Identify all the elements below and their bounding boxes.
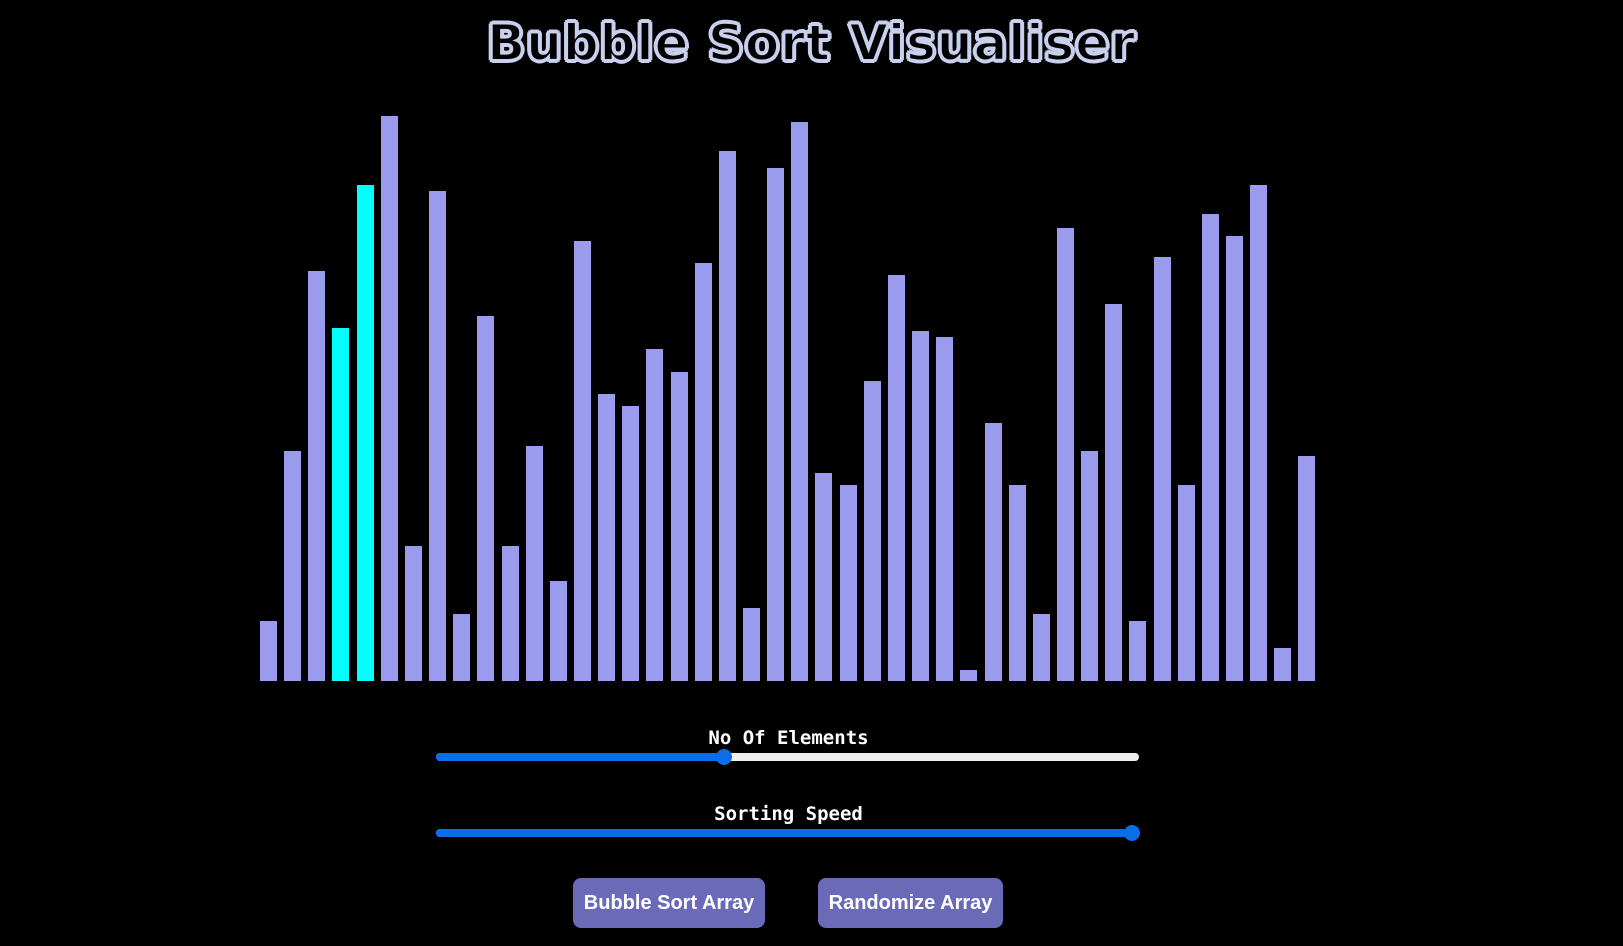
array-bar xyxy=(573,241,591,681)
randomize-array-button[interactable]: Randomize Array xyxy=(818,878,1003,928)
array-bar xyxy=(308,271,326,681)
array-bar-active xyxy=(356,185,374,681)
array-bar xyxy=(670,372,688,681)
array-bar xyxy=(1081,451,1099,681)
array-bar xyxy=(404,546,422,681)
array-bar xyxy=(718,151,736,681)
array-bar xyxy=(767,168,785,681)
array-bar xyxy=(936,337,954,681)
array-bar xyxy=(1201,214,1219,681)
array-bar xyxy=(1177,485,1195,681)
array-bar xyxy=(1056,228,1074,681)
array-bar xyxy=(477,316,495,681)
array-bar xyxy=(453,614,471,681)
array-bar xyxy=(694,263,712,681)
array-bar xyxy=(1032,614,1050,681)
array-bar xyxy=(791,122,809,681)
array-bar xyxy=(284,451,302,681)
array-bar xyxy=(815,473,833,681)
array-bar xyxy=(429,191,447,681)
speed-slider-thumb[interactable] xyxy=(1123,825,1140,841)
array-bar xyxy=(839,485,857,681)
array-bar xyxy=(1129,621,1147,681)
array-bar xyxy=(1298,456,1316,681)
array-bar xyxy=(380,116,398,681)
array-bar xyxy=(912,331,930,681)
array-bar xyxy=(887,275,905,681)
array-bar xyxy=(984,423,1002,681)
page-title: Bubble Sort Visualiser xyxy=(486,13,1136,73)
array-bar xyxy=(1105,304,1123,681)
array-bar xyxy=(598,394,616,681)
array-bar xyxy=(549,581,567,681)
array-bar xyxy=(743,608,760,681)
array-bars xyxy=(260,116,1316,681)
elements-slider-thumb[interactable] xyxy=(716,749,733,765)
array-bar xyxy=(960,670,978,681)
array-bar xyxy=(863,381,881,681)
elements-slider[interactable] xyxy=(436,749,1139,765)
bubble-sort-button[interactable]: Bubble Sort Array xyxy=(573,878,765,928)
speed-slider-fill xyxy=(436,829,1132,837)
array-bar xyxy=(1226,236,1243,681)
array-bar xyxy=(260,621,277,681)
array-bar xyxy=(646,349,664,681)
array-bar-active xyxy=(332,328,350,681)
array-bar xyxy=(525,446,543,681)
elements-label: No Of Elements xyxy=(708,727,869,749)
array-bar xyxy=(1250,185,1268,681)
speed-slider[interactable] xyxy=(436,825,1140,841)
array-bar xyxy=(622,406,640,681)
array-bar xyxy=(1153,257,1171,681)
elements-slider-fill xyxy=(436,753,725,761)
array-bar xyxy=(1008,485,1026,681)
speed-label: Sorting Speed xyxy=(714,803,863,825)
array-bar xyxy=(1274,648,1292,681)
array-bar xyxy=(501,546,519,681)
